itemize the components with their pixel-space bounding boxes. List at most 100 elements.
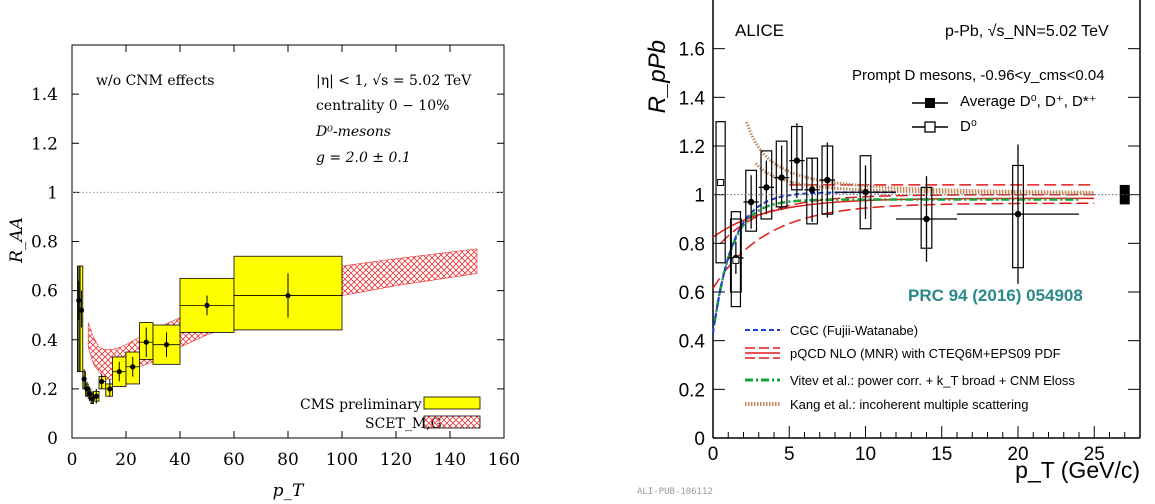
left-y-tick-label: 0.8	[31, 233, 58, 253]
publication-reference: PRC 94 (2016) 054908	[908, 286, 1083, 305]
left-x-tick-label: 80	[277, 450, 299, 470]
figure-id-footer: ALI-PUB-106112	[637, 487, 713, 497]
alice-average-point	[862, 189, 869, 196]
left-legend-scet-swatch	[423, 415, 481, 429]
legend-d0-marker	[912, 121, 948, 133]
right-y-tick-label: 0	[694, 429, 705, 450]
pqcd-legend-line	[745, 347, 780, 359]
right-y-tick-label: 0.2	[679, 380, 705, 401]
left-annotation-eta: |η| < 1, √s = 5.02 TeV	[316, 73, 472, 89]
cms-data-point	[93, 393, 99, 399]
cms-points-layer	[76, 273, 342, 404]
left-y-axis-label: R_AA	[7, 217, 27, 264]
left-legend-cms-swatch	[423, 396, 481, 410]
cms-data-point	[204, 302, 210, 308]
alice-average-point	[778, 174, 785, 181]
cms-data-point	[163, 342, 170, 348]
vitev-legend-label: Vitev et al.: power corr. + k_T broad + …	[790, 373, 1075, 388]
cms-data-point	[89, 396, 95, 402]
cms-data-point	[99, 378, 105, 385]
right-y-tick-label: 1.4	[679, 88, 706, 109]
alice-label: ALICE	[735, 21, 784, 40]
left-x-tick-label: 0	[67, 450, 78, 470]
kang-legend-label: Kang et al.: incoherent multiple scatter…	[790, 397, 1028, 412]
left-y-tick-label: 0.6	[31, 282, 58, 302]
alice-d0-syst-box	[730, 211, 742, 308]
alice-average-point	[1014, 210, 1022, 218]
alice-points-layer	[717, 123, 1130, 284]
right-y-tick-label: 0.8	[679, 234, 705, 255]
cms-data-point	[116, 369, 122, 375]
right-x-tick-label: 10	[855, 444, 876, 465]
right-y-tick-label: 1.6	[679, 40, 705, 61]
legend-d0-label: D⁰	[960, 118, 977, 135]
left-ticks-layer: 0 20 40 60 80 100 120 140 160 0 0.2 0.4 0.6 0.8 1 1.2 1.…	[31, 45, 520, 470]
left-annotation-centrality: centrality 0 − 10%	[316, 98, 449, 114]
cgc-legend-label: CGC (Fujii-Watanabe)	[790, 323, 918, 338]
left-y-tick-label: 1.4	[31, 85, 58, 105]
alice-average-point	[808, 186, 816, 193]
cms-data-point	[76, 297, 82, 304]
cgc-curve	[712, 191, 897, 334]
left-x-tick-label: 140	[434, 450, 466, 470]
cms-data-point	[285, 292, 291, 299]
alice-average-point	[824, 176, 831, 184]
left-y-tick-label: 1	[47, 183, 58, 203]
right-x-axis-label: p_T (GeV/c)	[1015, 457, 1140, 483]
left-x-tick-label: 120	[380, 450, 412, 470]
cms-data-point	[81, 376, 87, 382]
legend-average-label: Average D⁰, D⁺, D*⁺	[960, 93, 1097, 110]
left-x-axis-label: p_T	[273, 481, 305, 501]
right-x-tick-label: 25	[1084, 444, 1105, 465]
left-x-tick-label: 40	[169, 450, 191, 470]
cms-data-point	[107, 386, 113, 392]
right-x-tick-label: 5	[784, 444, 795, 465]
alice-d0-point	[732, 256, 740, 264]
alice-average-point	[747, 198, 755, 206]
alice-average-point	[763, 184, 770, 191]
alice-syst-box	[729, 218, 742, 293]
collision-system-label: p-Pb, √s_NN=5.02 TeV	[945, 23, 1109, 40]
cms-data-point	[130, 364, 136, 370]
cms-data-point	[78, 307, 85, 313]
right-x-tick-label: 20	[1007, 444, 1028, 465]
alice-syst-box	[760, 150, 773, 220]
left-x-tick-label: 60	[223, 450, 245, 470]
cms-data-point	[143, 339, 149, 345]
legend-average-marker	[912, 98, 948, 108]
left-x-tick-label: 100	[326, 450, 358, 470]
kang-upper-curve	[745, 121, 1095, 194]
left-annotation-species: D⁰-mesons	[315, 124, 391, 140]
cms-syst-layer	[77, 255, 343, 405]
right-y-tick-label: 0.4	[679, 332, 706, 353]
left-chart: 0 20 40 60 80 100 120 140 160 0 0.2 0.4 0.6 0.8 1 1.2 1.…	[7, 44, 520, 501]
left-legend-cms-label: CMS preliminary	[300, 397, 422, 413]
normalization-uncertainty-box	[1119, 184, 1130, 205]
right-y-tick-label: 1.2	[679, 137, 705, 158]
right-y-tick-label: 1	[694, 186, 705, 207]
right-x-tick-label: 15	[931, 444, 952, 465]
alice-d0-point	[717, 179, 725, 186]
pqcd-central-curve	[712, 197, 1095, 238]
right-y-tick-label: 0.6	[679, 283, 705, 304]
right-ticks-layer: 0 5 10 15 20 25 0 0.2 0.4 0.6 0.8 1 1.2 1.4 1.6	[679, 40, 1140, 465]
pqcd-legend-label: pQCD NLO (MNR) with CTEQ6M+EPS09 PDF	[790, 346, 1061, 361]
left-legend-scet-label: SCET_M,G	[365, 416, 442, 432]
pqcd-lower-curve	[712, 202, 1095, 289]
alice-d0-syst-box	[715, 121, 726, 264]
kang-lower-curve	[754, 162, 1095, 195]
left-x-tick-label: 20	[115, 450, 137, 470]
cms-data-point	[84, 386, 90, 392]
left-y-tick-label: 0.2	[31, 380, 58, 400]
right-y-axis-label: R_pPb	[644, 40, 671, 113]
legend-title: Prompt D mesons, -0.96<y_cms<0.04	[852, 67, 1105, 84]
alice-syst-box	[745, 169, 758, 232]
left-annotation-cnm: w/o CNM effects	[96, 73, 215, 89]
left-y-tick-label: 1.2	[31, 134, 58, 154]
left-y-tick-label: 0	[47, 429, 58, 449]
left-y-tick-label: 0.4	[31, 331, 58, 351]
left-annotation-coupling: g = 2.0 ± 0.1	[316, 150, 411, 166]
cms-data-point	[86, 391, 93, 397]
